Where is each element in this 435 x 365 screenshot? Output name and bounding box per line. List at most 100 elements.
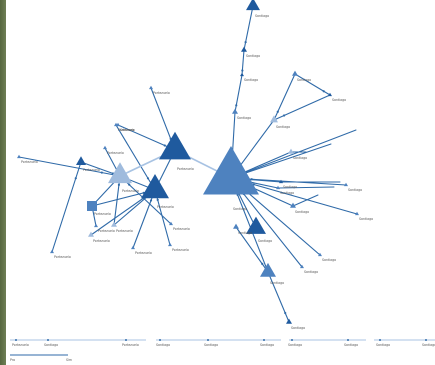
network-node[interactable] <box>76 156 86 165</box>
network-canvas[interactable]: Santiago Santiago Santiago Santiago Santiago… <box>6 0 435 365</box>
network-node[interactable] <box>344 182 348 187</box>
node-label: Santiago <box>258 239 272 243</box>
network-node[interactable] <box>131 245 135 250</box>
node-label: Portezuelo <box>157 205 174 209</box>
timeline-marker <box>15 339 17 341</box>
network-node[interactable] <box>355 211 359 216</box>
network-node[interactable] <box>169 221 173 226</box>
network-node[interactable] <box>111 221 117 227</box>
node-label: Santiago <box>255 14 269 18</box>
edge-arrowhead <box>244 40 247 44</box>
edge-arrowhead <box>235 104 238 107</box>
network-node[interactable] <box>232 108 238 114</box>
node-label: Santiago <box>238 231 252 235</box>
node-label: Portezuelo <box>54 255 71 259</box>
network-node[interactable] <box>94 223 98 228</box>
network-edge <box>292 194 319 207</box>
node-layer: Santiago Santiago Santiago Santiago Santiago… <box>17 0 373 330</box>
edge-arrowhead <box>261 262 264 265</box>
timeline-label: Santiago <box>156 343 170 347</box>
network-node[interactable] <box>318 252 322 257</box>
node-label: Santiago <box>244 78 258 82</box>
network-node[interactable] <box>241 46 247 52</box>
timeline-label: Santiago <box>288 343 302 347</box>
node-label: Portezuelo <box>122 189 139 193</box>
network-node[interactable] <box>88 231 94 237</box>
network-node[interactable] <box>240 72 244 77</box>
network-node[interactable] <box>246 216 266 234</box>
node-label: Santiago <box>293 156 307 160</box>
node-label: Portezuelo <box>93 239 110 243</box>
edge-arrowhead <box>156 198 159 201</box>
network-edge <box>273 73 296 121</box>
network-node[interactable] <box>50 249 54 254</box>
timeline-label: Santiago <box>344 343 358 347</box>
edge-arrowhead <box>276 110 279 113</box>
network-node[interactable] <box>203 145 259 195</box>
network-edge <box>119 175 172 225</box>
node-label: Santiago <box>295 210 309 214</box>
edge-arrowhead <box>100 171 103 174</box>
node-label: Santiago <box>280 191 294 195</box>
timeline-label: Santiago <box>376 343 390 347</box>
node-label: Portezuelo <box>94 212 111 216</box>
node-label: Santiago <box>304 270 318 274</box>
network-node[interactable] <box>288 148 294 154</box>
network-node[interactable] <box>17 154 21 159</box>
node-label: Portezuelo <box>98 229 115 233</box>
network-node[interactable] <box>87 201 97 211</box>
network-node[interactable] <box>168 242 172 247</box>
edge-arrowhead <box>282 114 286 117</box>
network-node[interactable] <box>141 173 169 199</box>
network-node[interactable] <box>286 318 292 324</box>
timeline-marker <box>47 339 49 341</box>
timeline-marker <box>125 339 127 341</box>
network-node[interactable] <box>260 262 276 277</box>
network-edge <box>234 74 243 113</box>
node-label: Santiago <box>297 78 311 82</box>
timeline-label: Santiago <box>422 343 435 347</box>
edge-arrowhead <box>149 199 153 202</box>
node-label: Santiago <box>283 185 297 189</box>
node-label: Portezuelo <box>107 151 124 155</box>
network-node[interactable] <box>108 162 132 184</box>
network-node[interactable] <box>276 185 280 190</box>
edge-arrowhead <box>74 177 77 180</box>
timeline-marker <box>263 339 265 341</box>
edge-arrowhead <box>284 311 287 315</box>
timeline-marker <box>291 339 293 341</box>
node-label: Santiago <box>120 128 134 132</box>
node-label: Portezuelo <box>177 167 194 171</box>
network-edge <box>273 94 331 121</box>
timeline-marker <box>207 339 209 341</box>
network-edge <box>277 186 335 189</box>
node-label: Santiago <box>233 207 247 211</box>
timeline-label: Portezuelo <box>122 343 139 347</box>
timeline-label: Santiago <box>260 343 274 347</box>
network-node[interactable] <box>292 70 298 76</box>
network-node[interactable] <box>290 202 296 208</box>
network-node[interactable] <box>300 264 304 269</box>
network-node[interactable] <box>116 122 120 127</box>
network-node[interactable] <box>103 145 107 150</box>
node-label: Santiago <box>246 54 260 58</box>
node-label: Santiago <box>237 116 251 120</box>
network-node[interactable] <box>159 131 191 160</box>
node-label: Santiago <box>332 98 346 102</box>
edge-layer <box>18 5 358 323</box>
network-edge <box>267 271 290 323</box>
node-label: Portezuelo <box>21 160 38 164</box>
timeline-marker <box>159 339 161 341</box>
node-label: Portezuelo <box>116 229 133 233</box>
node-label: Portezuelo <box>118 128 135 132</box>
network-edge <box>243 5 254 51</box>
network-node[interactable] <box>279 179 283 184</box>
network-node[interactable] <box>270 115 278 123</box>
legend-label: Sim <box>66 358 72 362</box>
network-node[interactable] <box>246 0 260 11</box>
network-node[interactable] <box>328 92 332 97</box>
node-label: Portezuelo <box>153 91 170 95</box>
network-node[interactable] <box>233 223 239 229</box>
network-node[interactable] <box>149 85 153 90</box>
node-label: Santiago <box>348 188 362 192</box>
